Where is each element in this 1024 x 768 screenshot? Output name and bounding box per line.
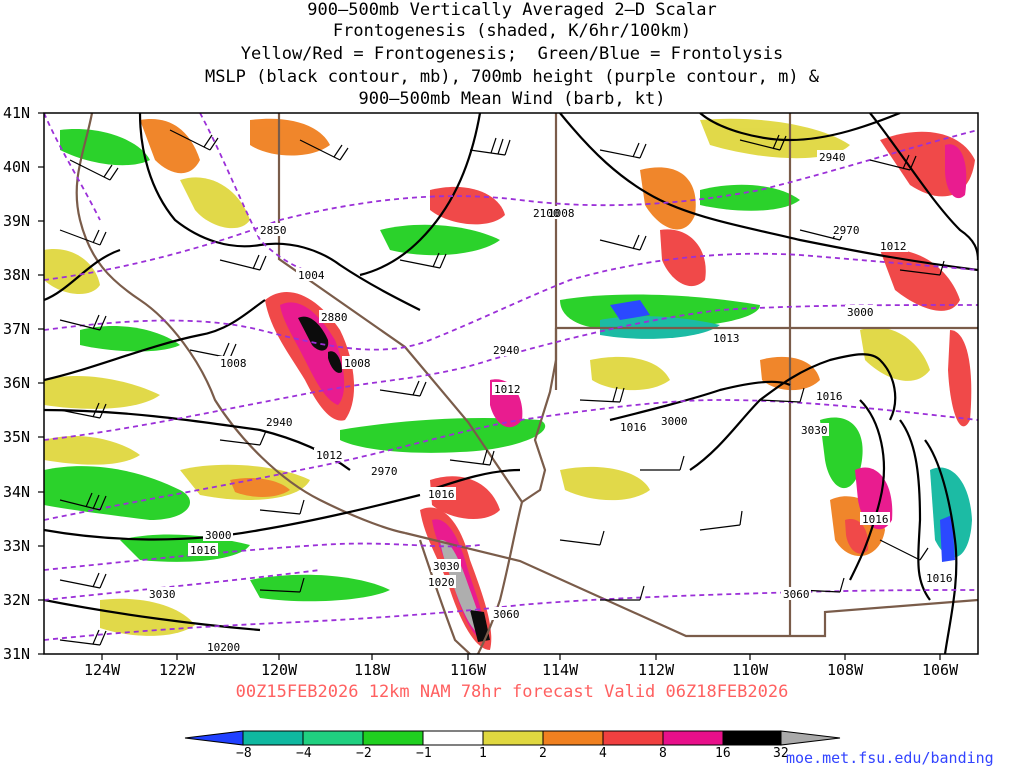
- colorbar-label: 1: [479, 746, 487, 761]
- colorbar-label: −4: [296, 746, 312, 761]
- lon-label: 108W: [827, 661, 864, 679]
- political-borders: [75, 113, 978, 654]
- lat-label: 33N: [3, 537, 31, 555]
- valid-time-line: 00Z15FEB2026 12km NAM 78hr forecast Vali…: [235, 682, 789, 702]
- colorbar-label: 2: [539, 746, 547, 761]
- colorbar-label: 32: [773, 746, 789, 761]
- colorbar-label: −8: [236, 746, 252, 761]
- mslp-label: 1008: [220, 357, 247, 370]
- colorbar-label: 8: [659, 746, 667, 761]
- mslp-label: 1016: [620, 421, 647, 434]
- mslp-label: 1013: [713, 332, 740, 345]
- lat-label: 34N: [3, 483, 31, 501]
- height-label: 2850: [260, 224, 287, 237]
- lon-label: 114W: [542, 661, 579, 679]
- credit-link[interactable]: moe.met.fsu.edu/banding: [786, 749, 994, 767]
- colorbar-label: −2: [356, 746, 372, 761]
- wind-barbs: [59, 129, 945, 646]
- colorbar-swatch: [662, 730, 724, 746]
- colorbar-swatch: [722, 730, 782, 746]
- mslp-label: 1012: [494, 383, 521, 396]
- colorbar: [184, 730, 841, 746]
- lon-label: 116W: [450, 661, 487, 679]
- lat-label: 36N: [3, 374, 31, 392]
- height-label: 3030: [149, 588, 176, 601]
- height-contours: [44, 113, 978, 641]
- height-label: 3030: [801, 424, 828, 437]
- height-label: 2940: [493, 344, 520, 357]
- lat-label: 37N: [3, 320, 31, 338]
- height-label: 3000: [661, 415, 688, 428]
- colorbar-swatch: [302, 730, 364, 746]
- lat-label: 39N: [3, 212, 31, 230]
- colorbar-swatch: [602, 730, 664, 746]
- title-line-1: 900–500mb Vertically Averaged 2–D Scalar: [307, 0, 717, 20]
- lat-label: 32N: [3, 591, 31, 609]
- colorbar-swatch: [780, 730, 841, 746]
- colorbar-swatch: [184, 730, 244, 746]
- colorbar-label: 4: [599, 746, 607, 761]
- lon-label: 118W: [354, 661, 391, 679]
- mslp-label: 1016: [190, 544, 217, 557]
- height-label: 2100: [533, 207, 560, 220]
- title-line-5: 900–500mb Mean Wind (barb, kt): [358, 89, 666, 109]
- lon-label: 112W: [638, 661, 675, 679]
- height-label: 2880: [321, 311, 348, 324]
- lat-label: 40N: [3, 158, 31, 176]
- colorbar-swatch: [482, 730, 544, 746]
- colorbar-swatch: [362, 730, 424, 746]
- mslp-label: 1008: [548, 207, 575, 220]
- title-line-2: Frontogenesis (shaded, K/6hr/100km): [332, 21, 692, 41]
- colorbar-swatch: [422, 730, 484, 746]
- height-label: 3030: [433, 560, 460, 573]
- lat-label: 41N: [3, 104, 31, 122]
- colorbar-swatch: [242, 730, 304, 746]
- mslp-label: 1016: [862, 513, 889, 526]
- title-line-4: MSLP (black contour, mb), 700mb height (…: [204, 67, 820, 87]
- colorbar-label: 16: [715, 746, 731, 761]
- mslp-label: 1020: [428, 576, 455, 589]
- mslp-labels: 1004 1008 1008 1008 1012 1012 1012 1013 …: [188, 206, 954, 654]
- height-label: 3060: [783, 588, 810, 601]
- mslp-label: 1008: [344, 357, 371, 370]
- lon-label: 124W: [84, 661, 121, 679]
- lat-label: 31N: [3, 645, 31, 663]
- colorbar-label: −1: [416, 746, 432, 761]
- height-label: 2940: [266, 416, 293, 429]
- lat-label: 38N: [3, 266, 31, 284]
- mslp-label: 1016: [926, 572, 953, 585]
- lon-label: 106W: [922, 661, 959, 679]
- colorbar-swatch: [542, 730, 604, 746]
- height-label: 2940: [819, 151, 846, 164]
- lon-label: 120W: [261, 661, 298, 679]
- mslp-label: 1012: [316, 449, 343, 462]
- mslp-label: 1004: [298, 269, 325, 282]
- mslp-label: 10200: [207, 641, 240, 654]
- height-label: 2970: [371, 465, 398, 478]
- height-labels: 2850 2880 2940 2940 2940 2970 2970 3000 …: [147, 150, 875, 621]
- height-label: 2970: [833, 224, 860, 237]
- mslp-label: 1012: [880, 240, 907, 253]
- height-label: 3060: [493, 608, 520, 621]
- mslp-label: 1016: [428, 488, 455, 501]
- lon-label: 110W: [732, 661, 769, 679]
- mslp-label: 1016: [816, 390, 843, 403]
- height-label: 3000: [205, 529, 232, 542]
- title-line-3: Yellow/Red = Frontogenesis; Green/Blue =…: [240, 44, 784, 64]
- lat-label: 35N: [3, 428, 31, 446]
- axis-ticks: [38, 112, 941, 660]
- lon-label: 122W: [159, 661, 196, 679]
- height-label: 3000: [847, 306, 874, 319]
